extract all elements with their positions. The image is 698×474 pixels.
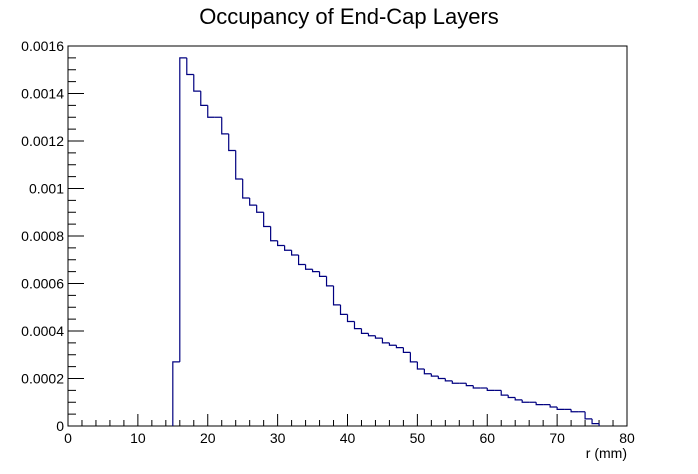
histogram-bin	[402, 347, 411, 353]
x-tick-label: 0	[64, 430, 72, 446]
histogram-bin	[514, 397, 523, 401]
histogram-bin	[416, 361, 425, 370]
histogram-bin	[374, 335, 383, 339]
histogram-bin	[535, 402, 544, 406]
histogram-bin	[346, 314, 355, 323]
x-tick-label: 20	[200, 430, 216, 446]
x-tick-label: 70	[549, 430, 565, 446]
histogram-bin	[172, 361, 180, 426]
histogram-bin	[521, 399, 530, 403]
histogram-bin	[388, 342, 397, 346]
histogram-bin	[367, 333, 376, 337]
x-tick-label: 60	[479, 430, 495, 446]
histogram-bin	[304, 264, 313, 270]
histogram-bin	[186, 57, 194, 76]
x-tick-label: 30	[270, 430, 286, 446]
histogram-bin	[311, 269, 320, 273]
histogram-bin	[409, 352, 418, 363]
histogram-bin	[500, 390, 509, 396]
histogram-bin	[430, 373, 439, 377]
histogram-bin	[228, 133, 236, 152]
histogram-bin	[207, 105, 215, 118]
histogram-bin	[353, 321, 362, 330]
histogram-bin	[507, 395, 516, 399]
histogram-bin	[556, 407, 565, 410]
histogram-bin	[200, 91, 208, 106]
y-tick-label: 0.0012	[21, 133, 64, 149]
histogram-bin	[249, 198, 257, 206]
y-tick-label: 0.0016	[21, 38, 64, 54]
y-tick-label: 0.0014	[21, 86, 64, 102]
y-tick-label: 0.0006	[21, 276, 64, 292]
y-tick-label: 0.0002	[21, 371, 64, 387]
x-tick-label: 10	[130, 430, 146, 446]
histogram-bin	[332, 285, 341, 306]
histogram-bin	[297, 255, 306, 266]
y-tick-label: 0	[56, 418, 64, 434]
y-tick-label: 0.0008	[21, 228, 64, 244]
x-tick-label: 80	[619, 430, 635, 446]
x-axis-title: r (mm)	[586, 445, 627, 461]
histogram-bin	[318, 271, 327, 277]
histogram-bin	[270, 226, 278, 242]
histogram-bin	[472, 385, 481, 389]
histogram-bin	[570, 409, 579, 413]
x-tick-label: 40	[340, 430, 356, 446]
histogram-bin	[242, 179, 250, 199]
chart-title: Occupancy of End-Cap Layers	[199, 4, 499, 29]
histogram-bin	[549, 404, 558, 408]
y-tick-label: 0.001	[29, 181, 64, 197]
histogram-series	[172, 57, 600, 426]
histogram-bin	[284, 245, 292, 251]
histogram-bin	[221, 117, 229, 135]
histogram-bin	[193, 74, 201, 92]
x-tick-label: 50	[410, 430, 426, 446]
histogram-bin	[465, 383, 474, 387]
histogram-bin	[291, 250, 299, 256]
histogram-bin	[437, 376, 446, 380]
histogram-bin	[277, 240, 285, 247]
histogram-bin	[423, 369, 432, 375]
histogram-bin	[451, 380, 460, 384]
histogram-bin	[339, 304, 348, 315]
histogram-bin	[263, 212, 271, 228]
histogram-bin	[235, 150, 243, 180]
histogram-bin	[444, 378, 453, 382]
histogram-bin	[256, 205, 264, 213]
y-tick-label: 0.0004	[21, 323, 64, 339]
histogram-bin	[360, 328, 369, 334]
histogram-bin	[486, 388, 495, 391]
histogram-bin	[381, 338, 390, 344]
axes: 0 10 20 30 40 50 60 70 80 0 0.0002 0.0004 0.0006 0.00…	[21, 38, 635, 446]
histogram-bin	[591, 418, 600, 425]
histogram-bin	[325, 276, 334, 287]
histogram-bin	[584, 411, 593, 420]
histogram-bin	[395, 345, 404, 349]
histogram-bin	[179, 57, 187, 362]
